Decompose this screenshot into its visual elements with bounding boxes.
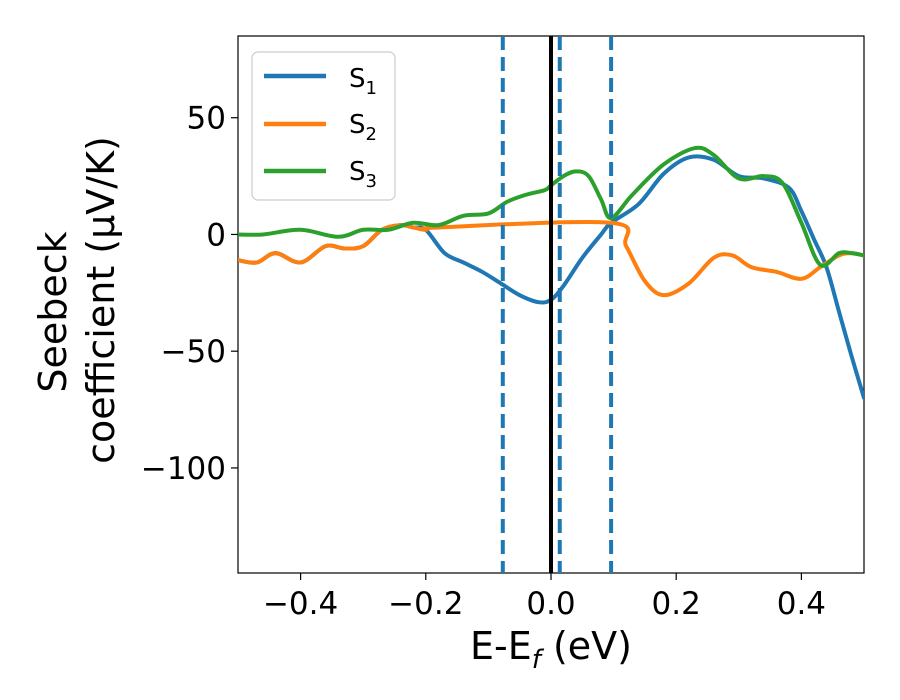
x-axis-ticks: −0.4 −0.2 0.0 0.2 0.4 (263, 573, 826, 622)
y-tick-label: −50 (161, 334, 226, 370)
series-line-s3 (238, 145, 864, 268)
y-axis-label-line-1: Seebeck (31, 231, 75, 392)
y-tick-label: 50 (187, 101, 226, 137)
x-tick-label: −0.2 (388, 586, 463, 622)
legend: S1 S2 S3 (251, 51, 396, 201)
x-tick-label: −0.4 (263, 586, 338, 622)
x-tick-label: 0.4 (777, 586, 826, 622)
vline-layer (500, 36, 614, 573)
legend-label-s2: S2 (349, 110, 377, 145)
y-tick-label: 0 (206, 217, 226, 253)
x-tick-label: 0.0 (526, 586, 575, 622)
legend-label-s3: S3 (349, 157, 377, 192)
x-axis-label: E-Ef (eV) (470, 624, 632, 675)
y-axis-label-line-2: coefficient (μV/K) (79, 136, 123, 464)
x-tick-label: 0.2 (652, 586, 701, 622)
legend-label-s1: S1 (349, 64, 377, 99)
y-tick-label: −100 (141, 451, 226, 487)
y-axis-ticks: 50 0 −50 −100 (141, 101, 238, 487)
series-line-s2 (238, 219, 864, 298)
